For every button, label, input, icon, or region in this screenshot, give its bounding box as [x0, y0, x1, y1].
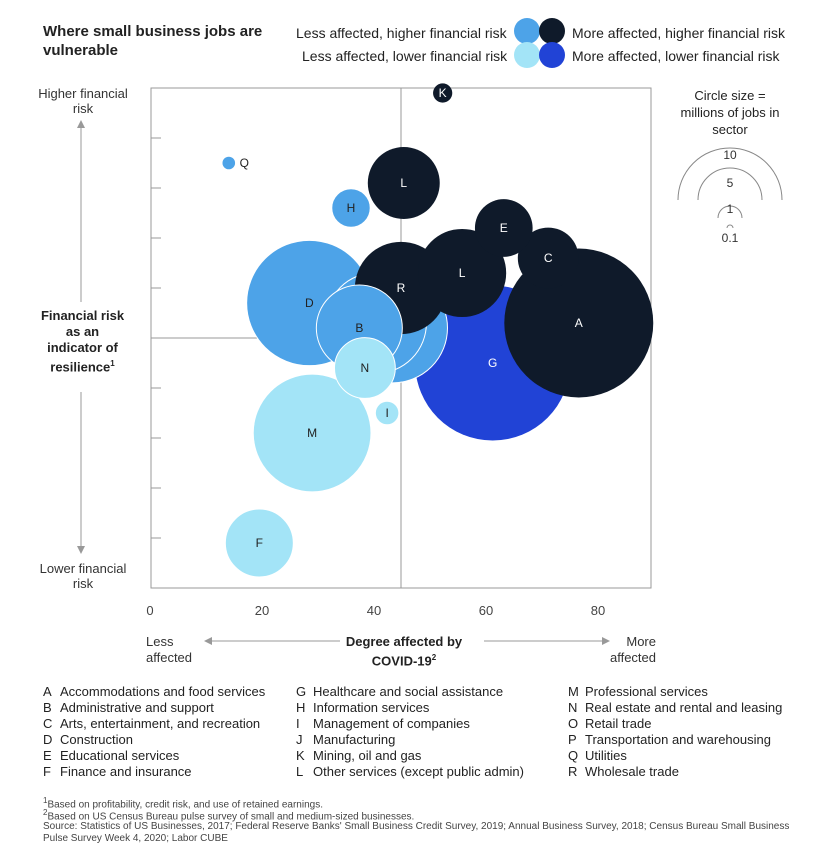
bubbles: GADMOJRLBLFCNEHIKQ	[221, 83, 654, 578]
x-axis-right-label: More affected	[609, 634, 656, 665]
key-item: N Real estate and rental and leasing	[568, 700, 783, 715]
key-column-2: G Healthcare and social assistance H Infor…	[296, 684, 524, 780]
chart-title: Where small business jobs are vulnerable	[43, 23, 263, 59]
bubble-label-L: L	[459, 266, 466, 280]
legend-swatch-more-lower	[539, 42, 565, 68]
bubble-M	[252, 373, 372, 493]
legend-label-more-lower: More affected, lower financial risk	[572, 48, 780, 64]
bubble-label-M: M	[307, 426, 317, 440]
bubble-L	[367, 147, 440, 219]
bubble-label-B: B	[355, 321, 363, 335]
bubble-H	[331, 188, 371, 228]
bubble-label-I: I	[385, 406, 388, 420]
size-legend-5: 5	[726, 176, 734, 190]
y-axis-top-label: Higher financial risk	[38, 86, 128, 116]
key-item: L Other services (except public admin)	[296, 764, 524, 779]
bubble-label-D: D	[305, 296, 314, 310]
size-legend-1: 1	[726, 202, 734, 216]
y-axis-arrows	[77, 120, 85, 554]
bubble-label-K: K	[439, 86, 447, 100]
key-item: Q Utilities	[568, 748, 627, 763]
bubble-label-F: F	[256, 536, 263, 550]
key-column-3: M Professional services N Real estate and …	[568, 684, 782, 780]
source-note: Source: Statistics of US Businesses, 201…	[43, 821, 790, 844]
bubble-label-R: R	[397, 281, 406, 295]
y-axis-bottom-label: Lower financial risk	[39, 561, 127, 591]
legend-label-less-lower: Less affected, lower financial risk	[302, 48, 508, 64]
size-legend-10: 10	[723, 148, 737, 162]
bubble-C	[517, 227, 579, 289]
key-item: D Construction	[43, 732, 133, 747]
key-item: O Retail trade	[568, 716, 652, 731]
legend-label-more-higher: More affected, higher financial risk	[572, 25, 785, 41]
bubble-label-N: N	[361, 361, 370, 375]
key-item: P Transportation and warehousing	[568, 732, 771, 747]
x-tick-80: 80	[590, 603, 606, 618]
key-item: E Educational services	[43, 748, 180, 763]
bubble-label-A: A	[575, 316, 583, 330]
key-item: C Arts, entertainment, and recreation	[43, 716, 261, 731]
bubble-label-H: H	[347, 201, 356, 215]
legend-swatch-more-higher	[539, 18, 565, 44]
bubble-I	[374, 400, 400, 426]
y-axis-title: Financial risk as an indicator of resili…	[40, 308, 125, 375]
bubble-label-C: C	[544, 251, 553, 265]
bubble-K	[433, 83, 453, 103]
x-axis-title: Degree affected by COVID-192	[345, 634, 463, 669]
bubble-L	[418, 228, 507, 318]
key-column-1: A Accommodations and food services B Admin…	[43, 684, 265, 780]
x-tick-20: 20	[254, 603, 270, 618]
bubble-label-Q: Q	[240, 156, 249, 170]
bubble-N	[333, 337, 396, 399]
bubble-E	[474, 199, 533, 257]
footnote-1: 1Based on profitability, credit risk, an…	[43, 796, 323, 811]
key-item: A Accommodations and food services	[43, 684, 266, 699]
key-item: J Manufacturing	[296, 732, 396, 747]
bubble-Q	[221, 155, 237, 171]
x-tick-0: 0	[146, 603, 154, 618]
x-axis-arrows	[204, 637, 610, 645]
key-item: M Professional services	[568, 684, 708, 699]
size-legend-title: Circle size = millions of jobs in sector	[680, 88, 780, 137]
key-item: H Information services	[296, 700, 430, 715]
legend-swatch-less-lower	[514, 42, 540, 68]
key-item: G Healthcare and social assistance	[296, 684, 504, 699]
footnote-2: 2Based on US Census Bureau pulse survey …	[43, 808, 415, 823]
x-tick-40: 40	[366, 603, 382, 618]
x-axis-left-label: Less affected	[146, 634, 193, 665]
x-tick-60: 60	[478, 603, 494, 618]
legend-label-less-higher: Less affected, higher financial risk	[296, 25, 507, 41]
key-item: K Mining, oil and gas	[296, 748, 422, 763]
bubble-label-G: G	[488, 356, 497, 370]
key-item: F Finance and insurance	[43, 764, 192, 779]
size-legend-arcs	[677, 147, 783, 229]
bubble-F	[224, 508, 294, 578]
bubble-label-E: E	[500, 221, 508, 235]
bubble-label-L: L	[400, 176, 407, 190]
legend-swatch-less-higher	[514, 18, 540, 44]
key-item: B Administrative and support	[43, 700, 214, 715]
key-item: I Management of companies	[296, 716, 470, 731]
key-item: R Wholesale trade	[568, 764, 679, 779]
size-legend-0.1: 0.1	[721, 231, 739, 245]
